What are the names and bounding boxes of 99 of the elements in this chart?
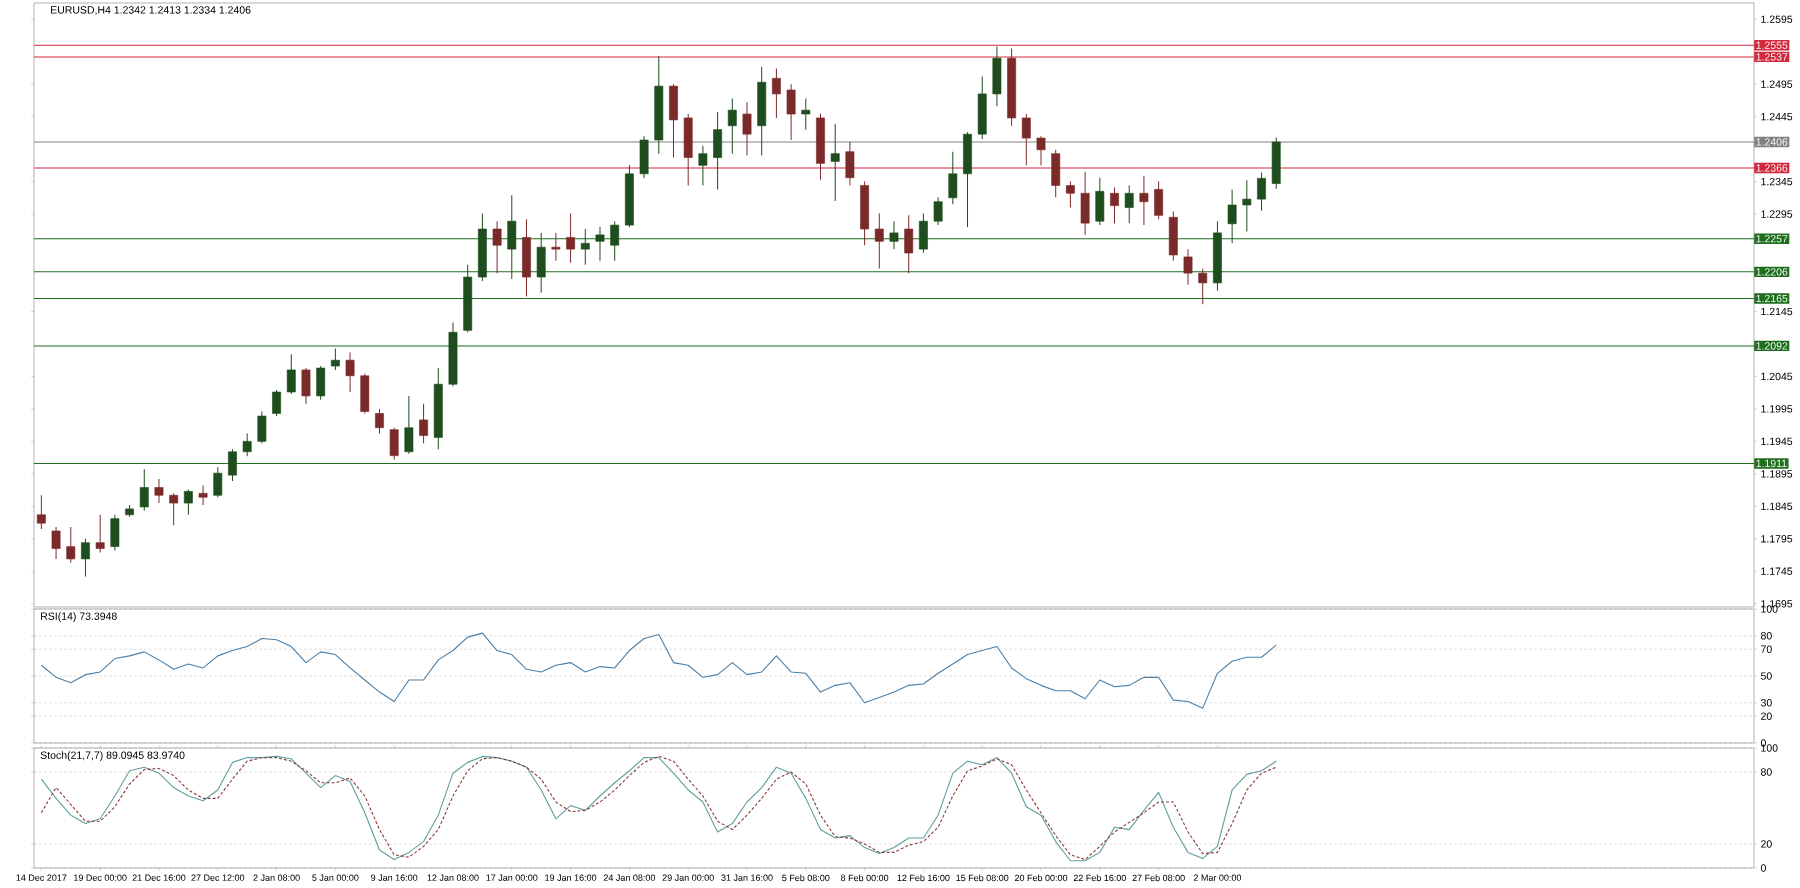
candlestick: [1198, 268, 1208, 305]
candlestick: [1036, 135, 1046, 166]
x-tick-label: 22 Feb 16:00: [1073, 874, 1126, 882]
ref-line-label: 1.2257: [1756, 235, 1788, 243]
y-tick-label: 70: [1761, 645, 1772, 653]
y-tick-label: 1.1745: [1761, 567, 1793, 575]
candlestick: [95, 514, 105, 553]
candlestick: [1021, 113, 1031, 166]
y-tick-label: 80: [1760, 632, 1772, 640]
y-tick-label: 1.2345: [1761, 177, 1793, 186]
y-tick-label: 80: [1760, 768, 1772, 776]
ref-line-label: 1.2092: [1756, 342, 1788, 350]
chart-title: Stoch(21,7,7) 89.0945 83.9740: [40, 751, 185, 761]
ref-line-label: 1.1911: [1756, 459, 1787, 468]
x-tick-label: 29 Jan 00:00: [662, 874, 714, 881]
x-tick-label: 5 Feb 08:00: [782, 874, 830, 882]
ref-line-label: 1.2165: [1756, 294, 1788, 303]
candlestick: [801, 97, 811, 131]
candlestick: [183, 488, 193, 516]
y-tick-label: 1.1995: [1761, 405, 1793, 413]
candlestick: [286, 353, 296, 395]
chart-title: RSI(14) 73.3948: [41, 612, 117, 622]
candlestick: [874, 212, 884, 270]
ref-line-label: 1.2366: [1756, 164, 1788, 172]
y-tick-label: 20: [1761, 712, 1772, 720]
x-tick-label: 12 Jan 08:00: [427, 874, 479, 881]
candlestick: [330, 348, 340, 371]
candlestick: [81, 538, 90, 577]
x-tick-label: 19 Jan 16:00: [545, 874, 597, 881]
x-tick-label: 27 Dec 12:00: [191, 874, 245, 881]
y-tick-label: 0: [1760, 864, 1766, 872]
candlestick: [830, 123, 840, 202]
x-tick-label: 21 Dec 16:00: [132, 874, 186, 881]
candlestick: [1257, 172, 1266, 212]
candlestick: [272, 389, 281, 417]
x-tick-label: 15 Feb 08:00: [956, 874, 1009, 882]
candlestick: [139, 468, 149, 512]
y-tick-label: 30: [1760, 699, 1772, 707]
candlestick: [727, 97, 737, 155]
x-tick-label: 17 Jan 00:00: [486, 874, 538, 881]
y-tick-label: 1.2295: [1761, 210, 1793, 218]
candlestick: [580, 228, 590, 266]
y-tick-label: 20: [1761, 840, 1772, 848]
y-tick-label: 1.2495: [1761, 80, 1793, 88]
x-tick-label: 19 Dec 00:00: [74, 874, 127, 881]
x-tick-label: 2 Mar 00:00: [1193, 874, 1242, 881]
candlestick: [610, 220, 620, 262]
x-tick-label: 24 Jan 08:00: [603, 874, 656, 881]
candlestick: [889, 220, 899, 250]
candlestick: [228, 448, 237, 482]
x-tick-label: 14 Dec 2017: [16, 874, 67, 881]
candlestick: [1110, 186, 1119, 224]
candlestick: [1183, 248, 1193, 286]
candlestick: [1066, 181, 1075, 209]
ref-line-label: 1.2406: [1756, 138, 1788, 146]
y-tick-label: 1.2145: [1761, 307, 1793, 316]
candlestick: [36, 494, 46, 530]
candlestick: [492, 220, 502, 274]
y-tick-label: 1.1845: [1761, 502, 1793, 511]
x-tick-label: 8 Feb 00:00: [840, 874, 889, 882]
chart-title: EURUSD,H4 1.2342 1.2413 1.2334 1.2406: [51, 6, 251, 15]
candlestick: [51, 526, 61, 560]
candlestick: [419, 403, 428, 444]
candlestick: [595, 226, 605, 262]
candlestick: [375, 408, 384, 435]
x-tick-label: 5 Jan 00:00: [312, 874, 359, 881]
y-tick-label: 1.1795: [1761, 535, 1793, 543]
ref-line-label: 1.2206: [1756, 268, 1788, 276]
x-tick-label: 27 Feb 08:00: [1132, 874, 1185, 882]
candlestick: [1124, 184, 1134, 224]
x-tick-label: 12 Feb 16:00: [897, 874, 950, 882]
y-tick-label: 50: [1760, 672, 1772, 680]
candlestick: [169, 492, 179, 526]
candlestick: [551, 232, 561, 262]
candlestick: [566, 212, 575, 264]
candlestick: [933, 196, 943, 226]
candlestick: [1227, 188, 1237, 244]
candlestick: [345, 351, 355, 393]
y-tick-label: 1.2045: [1761, 372, 1793, 381]
x-tick-label: 31 Jan 16:00: [721, 874, 773, 881]
candlestick: [1242, 179, 1252, 233]
candlestick: [698, 145, 708, 186]
candlestick: [742, 101, 752, 157]
candlestick: [198, 485, 208, 506]
candlestick: [1139, 175, 1149, 226]
candlestick: [242, 433, 252, 457]
ref-line-label: 1.2555: [1756, 41, 1788, 49]
y-tick-label: 1.2445: [1761, 112, 1793, 121]
candlestick: [154, 478, 164, 504]
x-tick-label: 20 Feb 00:00: [1014, 874, 1068, 882]
y-tick-label: 1.2595: [1761, 15, 1793, 23]
candlestick: [66, 526, 76, 564]
candlestick: [213, 466, 223, 498]
candlestick: [771, 68, 781, 119]
x-tick-label: 9 Jan 16:00: [371, 874, 418, 881]
y-tick-label: 1.1945: [1761, 437, 1793, 446]
y-tick-label: 1.1895: [1761, 470, 1793, 478]
ref-line-label: 1.2537: [1756, 53, 1788, 61]
x-tick-label: 2 Jan 08:00: [253, 874, 300, 881]
